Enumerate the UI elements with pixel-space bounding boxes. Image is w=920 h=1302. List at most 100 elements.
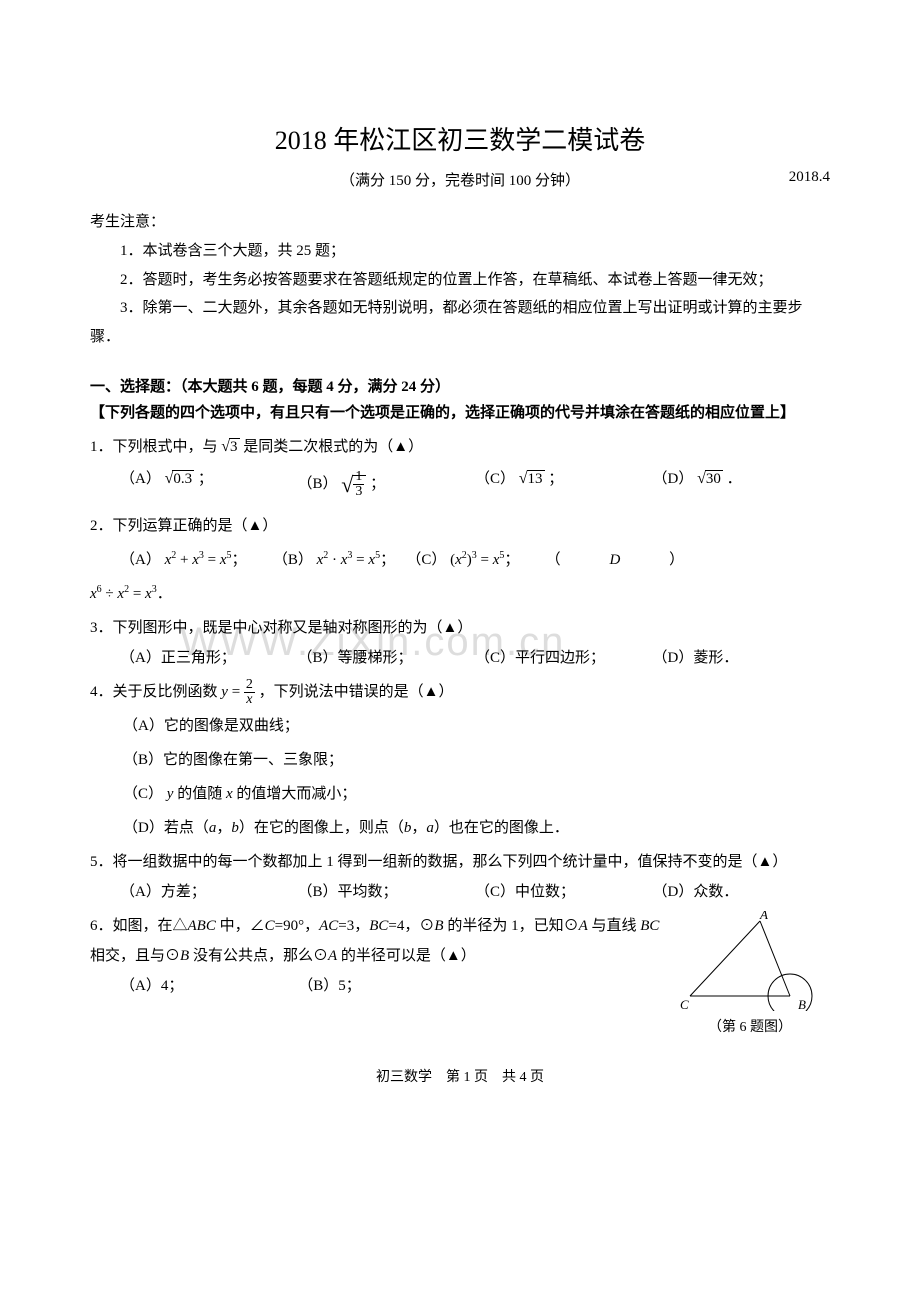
q2-opt-a: （A） x2 + x3 = x5； (120, 552, 273, 568)
q1-opt-c: （C） √13 ； (475, 463, 653, 507)
q6-a2: A (328, 948, 337, 964)
q1-opt-d: （D） √30 ． (653, 463, 831, 507)
notice-1: 1．本试卷含三个大题，共 25 题； (90, 237, 830, 266)
notice-2-text: 2．答题时，考生务必按答题要求在答题纸规定的位置上作答，在草稿纸、本试卷上答题一… (90, 272, 773, 288)
q3-opt-d: （D）菱形． (653, 643, 831, 673)
q6-ac: AC (319, 918, 338, 934)
q6-m3: =3， (338, 918, 369, 934)
q6-b: B (434, 918, 443, 934)
q1-b-label: （B） (298, 476, 338, 492)
q2-d-mid: D (609, 552, 620, 568)
exam-date: 2018.4 (789, 169, 830, 186)
q4-opt-d: （D）若点（a，b）在它的图像上，则点（b，a）也在它的图像上． (90, 813, 830, 843)
q6-bc: BC (369, 918, 388, 934)
q6-a: A (579, 918, 588, 934)
q4-c-y: y (167, 786, 174, 802)
q4-stem-a: 4．关于反比例函数 (90, 684, 218, 700)
q6-b2: B (180, 948, 189, 964)
vertex-c-label: C (680, 997, 689, 1011)
q6-figure: A B C （第 6 题图） (670, 911, 830, 1036)
q6-m7: 相交，且与⊙ (90, 948, 180, 964)
subtitle: （满分 150 分，完卷时间 100 分钟） (340, 173, 580, 189)
q1-c-label: （C） (475, 471, 515, 487)
q1-stem-b: 是同类二次根式的为（▲） (243, 439, 423, 455)
q1-opt-a: （A） √0.3 ； (120, 463, 298, 507)
question-3: 3．下列图形中，既是中心对称又是轴对称图形的为（▲） (90, 613, 830, 643)
q1-c-punc: ； (548, 471, 563, 487)
q1-options: （A） √0.3 ； （B） √13 ； （C） √13 ； （D） √30 ． (90, 463, 830, 507)
q2-opt-b: （B） x2 · x3 = x5； (273, 552, 407, 568)
vertex-a-label: A (759, 911, 768, 922)
q6-m2: =90°， (275, 918, 319, 934)
section-1-subheading: 【下列各题的四个选项中，有且只有一个选项是正确的，选择正确项的代号并填涂在答题纸… (90, 400, 830, 427)
q6-m9: 的半径可以是（▲） (337, 948, 476, 964)
question-4: 4．关于反比例函数 y = 2x ，下列说法中错误的是（▲） (90, 677, 830, 707)
q4-d-var-b1: b (231, 820, 239, 836)
q4-stem-b: ，下列说法中错误的是（▲） (259, 684, 454, 700)
page-title: 2018 年松江区初三数学二模试卷 (90, 120, 830, 157)
q6-m5: 的半径为 1，已知⊙ (444, 918, 579, 934)
q2-options-row1: （A） x2 + x3 = x5； （B） x2 · x3 = x5； （C） … (90, 545, 830, 575)
q1-a-punc: ； (198, 471, 213, 487)
q2-opt-d: （ D ） (546, 552, 684, 568)
question-6: 6．如图，在△ABC 中，∠C=90°，AC=3，BC=4，⊙B 的半径为 1，… (90, 911, 660, 971)
q6-abc: ABC (188, 918, 216, 934)
q4-d-c: ）也在它的图像上． (434, 820, 569, 836)
q6-s1: 6．如图，在△ (90, 918, 188, 934)
q3-opt-b: （B）等腰梯形； (298, 643, 476, 673)
q1-d-punc: ． (727, 471, 742, 487)
question-2: 2．下列运算正确的是（▲） (90, 511, 830, 541)
q5-options: （A）方差； （B）平均数； （C）中位数； （D）众数． (90, 877, 830, 907)
q3-opt-a: （A）正三角形； (120, 643, 298, 673)
page-footer: 初三数学 第 1 页 共 4 页 (90, 1066, 830, 1086)
q6-opt-a: （A）4； (120, 971, 298, 1001)
sqrt-icon: √13 (519, 463, 545, 495)
q1-b-punc: ； (370, 476, 385, 492)
q6-m6: 与直线 (588, 918, 641, 934)
q6-c: C (265, 918, 275, 934)
q3-options: （A）正三角形； （B）等腰梯形； （C）平行四边形； （D）菱形． (90, 643, 830, 673)
notice-2: 2．答题时，考生务必按答题要求在答题纸规定的位置上作答，在草稿纸、本试卷上答题一… (90, 266, 830, 295)
sqrt-3-icon: √3 (221, 431, 239, 463)
q6-options: （A）4； （B）5； (90, 971, 660, 1001)
notice-3-text: 3．除第一、二大题外，其余各题如无特别说明，都必须在答题纸的相应位置上写出证明或… (90, 300, 803, 345)
q4-opt-b: （B）它的图像在第一、三象限； (90, 745, 830, 775)
q2-c-label: （C） (406, 552, 446, 568)
q6-bc2: BC (640, 918, 659, 934)
q6-m8: 没有公共点，那么⊙ (189, 948, 328, 964)
q4-c-mid: 的值随 (177, 786, 226, 802)
q4-opt-a: （A）它的图像是双曲线； (90, 711, 830, 741)
q5-opt-c: （C）中位数； (475, 877, 653, 907)
sqrt-icon: √13 (341, 463, 366, 507)
q6-figure-caption: （第 6 题图） (670, 1016, 830, 1036)
q4-opt-c: （C） y 的值随 x 的值增大而减小； (90, 779, 830, 809)
q2-d-r: ） (669, 552, 684, 568)
q1-opt-b: （B） √13 ； (298, 463, 476, 507)
notice-3: 3．除第一、二大题外，其余各题如无特别说明，都必须在答题纸的相应位置上写出证明或… (90, 294, 830, 351)
q2-opt-c: （C） (x2)3 = x5； (406, 552, 545, 568)
triangle-circle-diagram: A B C (670, 911, 830, 1011)
q6-m4: =4，⊙ (388, 918, 434, 934)
q4-d-var-a2: a (426, 820, 434, 836)
question-1: 1．下列根式中，与 √3 是同类二次根式的为（▲） (90, 431, 830, 463)
sqrt-icon: √0.3 (165, 463, 195, 495)
q3-opt-c: （C）平行四边形； (475, 643, 653, 673)
q2-d-l: （ (546, 552, 561, 568)
q5-opt-b: （B）平均数； (298, 877, 476, 907)
q4-c-a: （C） (123, 786, 163, 802)
q2-opt-d-expr: x6 ÷ x2 = x3． (90, 579, 830, 609)
sqrt-icon: √30 (697, 463, 723, 495)
q5-opt-d: （D）众数． (653, 877, 831, 907)
q6-opt-b: （B）5； (298, 971, 476, 1001)
q1-d-label: （D） (653, 471, 694, 487)
q5-stem: 5．将一组数据中的每一个数都加上 1 得到一组新的数据，那么下列四个统计量中，值… (90, 854, 787, 870)
vertex-b-label: B (798, 997, 806, 1011)
q4-c-b: 的值增大而减小； (236, 786, 356, 802)
section-1-heading: 一、选择题：（本大题共 6 题，每题 4 分，满分 24 分） (90, 375, 830, 396)
q1-stem-a: 1．下列根式中，与 (90, 439, 218, 455)
notice-heading: 考生注意： (90, 210, 830, 231)
q4-d-b: ）在它的图像上，则点（ (239, 820, 404, 836)
q2-b-label: （B） (273, 552, 313, 568)
q4-c-x: x (226, 786, 233, 802)
q6-m1: 中，∠ (216, 918, 265, 934)
